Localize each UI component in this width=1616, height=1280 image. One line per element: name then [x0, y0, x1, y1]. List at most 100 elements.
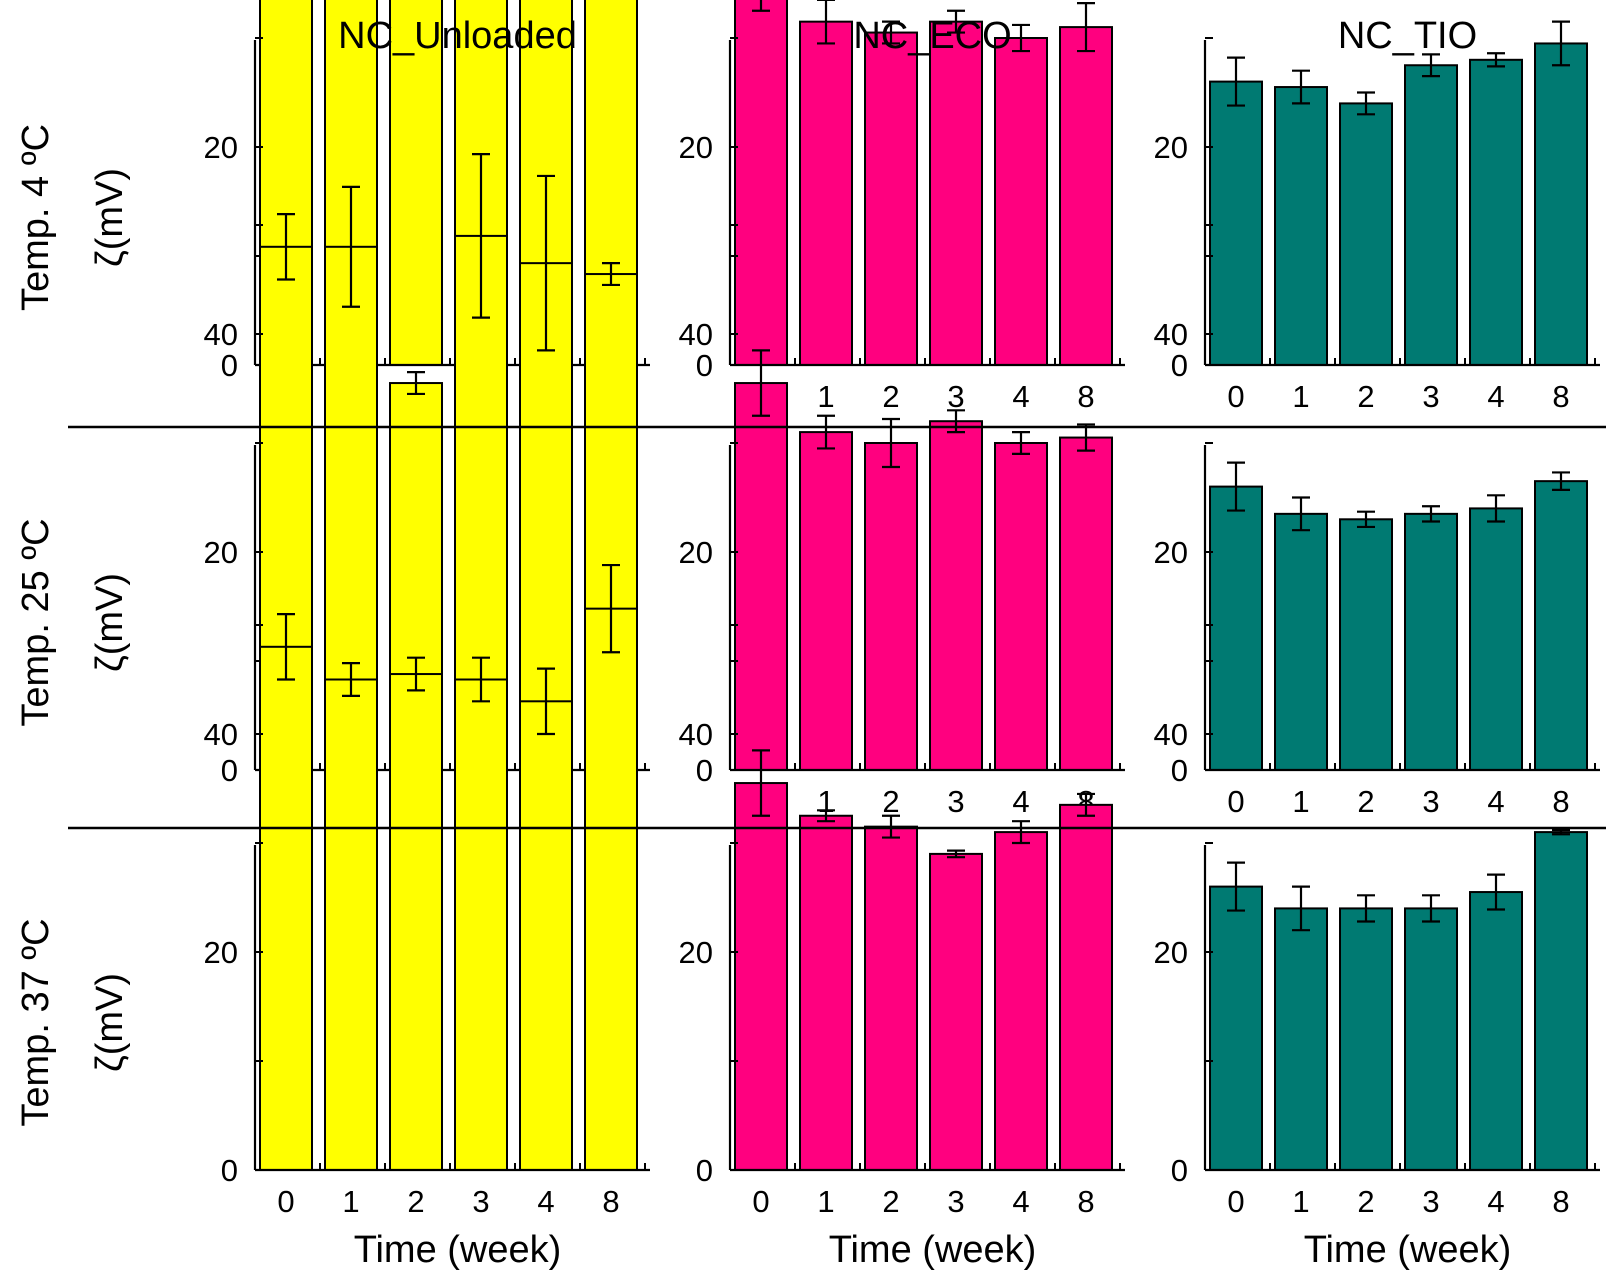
- bar-week-4: [1469, 58, 1523, 367]
- y-tick-label: 0: [221, 348, 238, 383]
- bar-week-8: [1059, 803, 1113, 1171]
- error-bar-week-0: [752, 0, 770, 12]
- y-tick-label: 40: [1154, 317, 1188, 352]
- row-label-3: Temp. 37 ºC: [15, 918, 57, 1126]
- error-bar-week-4: [537, 174, 555, 352]
- bar-week-8: [1059, 436, 1113, 771]
- bar-week-4: [994, 442, 1048, 771]
- bar-week-4: [994, 37, 1048, 366]
- error-bar-week-3: [472, 153, 490, 319]
- x-tick-label-1: 1: [817, 1184, 834, 1219]
- bar-week-2: [389, 0, 443, 366]
- y-tick-label: 20: [1154, 935, 1188, 970]
- x-tick-label-2: 2: [882, 1184, 899, 1219]
- error-bar-week-2: [1357, 510, 1375, 529]
- x-tick-label-3: 3: [1422, 784, 1439, 819]
- x-tick-label-2: 2: [407, 1184, 424, 1219]
- x-tick-label-3: 3: [472, 1184, 489, 1219]
- error-bar-week-2: [1357, 91, 1375, 116]
- x-tick-label-4: 4: [1487, 784, 1504, 819]
- bar-week-8: [1534, 42, 1588, 366]
- error-bar-week-0: [277, 612, 295, 681]
- error-bar-week-4: [1487, 52, 1505, 68]
- x-tick-label-4: 4: [1012, 1184, 1029, 1219]
- x-tick-label-1: 1: [817, 379, 834, 414]
- error-bar-week-1: [1292, 885, 1310, 932]
- y-tick-label: 20: [204, 130, 238, 165]
- row-label-2: Temp. 25 ºC: [15, 518, 57, 726]
- error-bar-week-0: [277, 213, 295, 281]
- y-tick-label: 40: [204, 317, 238, 352]
- x-tick-label-4: 4: [1012, 379, 1029, 414]
- error-bar-week-4: [1012, 820, 1030, 845]
- error-bar-week-2: [882, 20, 900, 45]
- error-bar-week-1: [1292, 69, 1310, 105]
- bar-week-8: [1534, 831, 1588, 1171]
- bar-week-8: [1059, 26, 1113, 366]
- error-bar-week-1: [817, 809, 835, 823]
- error-bar-week-3: [947, 849, 965, 859]
- x-tick-label-1: 1: [1292, 1184, 1309, 1219]
- bar-week-2: [864, 825, 918, 1172]
- error-bar-week-2: [407, 656, 425, 692]
- x-tick-label-0: 0: [752, 1184, 769, 1219]
- bar-week-3: [1404, 512, 1458, 771]
- bar-week-2: [1339, 907, 1393, 1172]
- bar-week-2: [389, 673, 443, 1171]
- error-bar-week-4: [1012, 23, 1030, 53]
- chart-panels: 0204001234802040012348020400123480204001…: [204, 0, 1600, 1219]
- x-tick-label-3: 3: [947, 1184, 964, 1219]
- bar-week-1: [1274, 86, 1328, 367]
- error-bar-week-3: [947, 9, 965, 34]
- error-bar-week-0: [1227, 861, 1245, 912]
- y-tick-label: 0: [221, 1153, 238, 1188]
- x-tick-label-8: 8: [602, 1184, 619, 1219]
- x-tick-label-0: 0: [1227, 784, 1244, 819]
- x-tick-label-2: 2: [1357, 379, 1374, 414]
- x-tick-label-0: 0: [277, 1184, 294, 1219]
- y-axis-label: ζ(mV): [89, 168, 131, 267]
- error-bar-week-0: [1227, 461, 1245, 512]
- error-bar-week-4: [537, 667, 555, 736]
- x-tick-label-4: 4: [1487, 379, 1504, 414]
- error-bar-week-8: [602, 563, 620, 654]
- y-axis-label: ζ(mV): [89, 973, 131, 1072]
- bar-week-1: [324, 678, 378, 1171]
- error-bar-week-1: [1292, 496, 1310, 532]
- x-tick-label-4: 4: [1487, 1184, 1504, 1219]
- y-tick-label: 20: [679, 935, 713, 970]
- x-tick-label-1: 1: [1292, 784, 1309, 819]
- bar-week-1: [799, 20, 853, 367]
- x-axis-label: Time (week): [354, 1229, 562, 1271]
- x-tick-label-4: 4: [1012, 784, 1029, 819]
- x-tick-label-8: 8: [1077, 1184, 1094, 1219]
- y-tick-label: 20: [1154, 130, 1188, 165]
- bar-week-2: [864, 442, 918, 771]
- y-tick-label: 20: [204, 535, 238, 570]
- error-bar-week-2: [882, 814, 900, 839]
- error-bar-week-1: [342, 185, 360, 308]
- error-bar-week-3: [1422, 505, 1440, 523]
- error-bar-week-4: [1012, 431, 1030, 455]
- bar-week-0: [734, 0, 788, 367]
- y-tick-label: 20: [679, 130, 713, 165]
- x-axis-label: Time (week): [829, 1229, 1037, 1271]
- x-tick-label-0: 0: [1227, 379, 1244, 414]
- row-label-1: Temp. 4 ºC: [15, 124, 57, 311]
- x-tick-label-1: 1: [1292, 379, 1309, 414]
- error-bar-week-0: [1227, 56, 1245, 107]
- error-bar-week-8: [1077, 792, 1095, 817]
- y-tick-label: 0: [1171, 1153, 1188, 1188]
- error-bar-week-1: [817, 0, 835, 45]
- error-bar-week-8: [602, 262, 620, 287]
- bar-week-0: [259, 645, 313, 1171]
- bar-week-2: [864, 31, 918, 367]
- x-tick-label-8: 8: [1077, 379, 1094, 414]
- bar-week-1: [1274, 512, 1328, 771]
- y-axis-label: ζ(mV): [89, 573, 131, 672]
- error-bar-week-1: [342, 662, 360, 697]
